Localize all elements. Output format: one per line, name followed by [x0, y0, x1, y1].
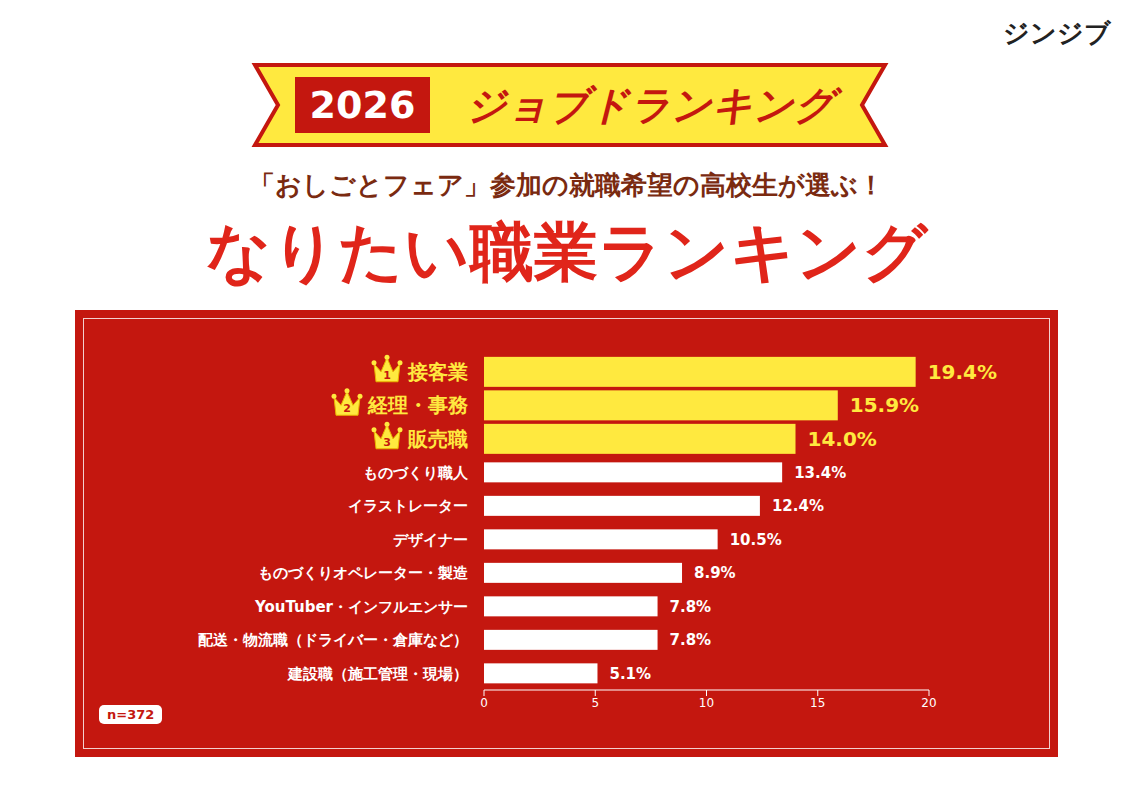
svg-text:5.1%: 5.1% [609, 665, 651, 683]
svg-text:2: 2 [343, 402, 351, 415]
svg-text:0: 0 [480, 696, 488, 710]
svg-text:経理・事務: 経理・事務 [367, 393, 468, 417]
svg-text:10.5%: 10.5% [730, 531, 782, 549]
html-text:「おしごとフェア」参加の就職希望の高校生が選ぶ！: 「おしごとフェア」参加の就職希望の高校生が選ぶ！ [249, 170, 884, 200]
svg-text:ものづくり職人: ものづくり職人 [363, 464, 469, 482]
svg-text:1: 1 [383, 369, 391, 382]
html-text:n=372: n=372 [107, 707, 155, 722]
svg-text:14.0%: 14.0% [808, 427, 877, 451]
svg-text:デザイナー: デザイナー [393, 531, 468, 549]
svg-text:10: 10 [699, 696, 714, 710]
svg-text:8.9%: 8.9% [694, 564, 736, 582]
svg-text:5: 5 [591, 696, 599, 710]
svg-text:15.9%: 15.9% [850, 393, 919, 417]
svg-text:7.8%: 7.8% [670, 631, 712, 649]
svg-text:13.4%: 13.4% [794, 464, 846, 482]
svg-text:15: 15 [810, 696, 825, 710]
svg-text:接客業: 接客業 [407, 360, 468, 384]
html-text:なりたい職業ランキング: なりたい職業ランキング [205, 215, 928, 289]
svg-text:19.4%: 19.4% [928, 360, 997, 384]
svg-text:20: 20 [921, 696, 936, 710]
svg-text:3: 3 [383, 436, 391, 449]
svg-text:7.8%: 7.8% [670, 598, 712, 616]
html-text:ジョブドランキング: ジョブドランキング [465, 82, 835, 128]
svg-text:12.4%: 12.4% [772, 497, 824, 515]
svg-text:YouTuber・インフルエンサー: YouTuber・インフルエンサー [254, 598, 468, 616]
svg-text:ものづくりオペレーター・製造: ものづくりオペレーター・製造 [258, 564, 469, 582]
svg-text:販売職: 販売職 [407, 427, 468, 451]
html-text:ジンジブ: ジンジブ [1003, 18, 1111, 48]
html-text:2026: 2026 [309, 83, 416, 127]
svg-text:イラストレーター: イラストレーター [348, 497, 468, 515]
svg-text:建設職（施工管理・現場）: 建設職（施工管理・現場） [287, 665, 468, 683]
svg-text:配送・物流職（ドライバー・倉庫など）: 配送・物流職（ドライバー・倉庫など） [198, 631, 468, 649]
